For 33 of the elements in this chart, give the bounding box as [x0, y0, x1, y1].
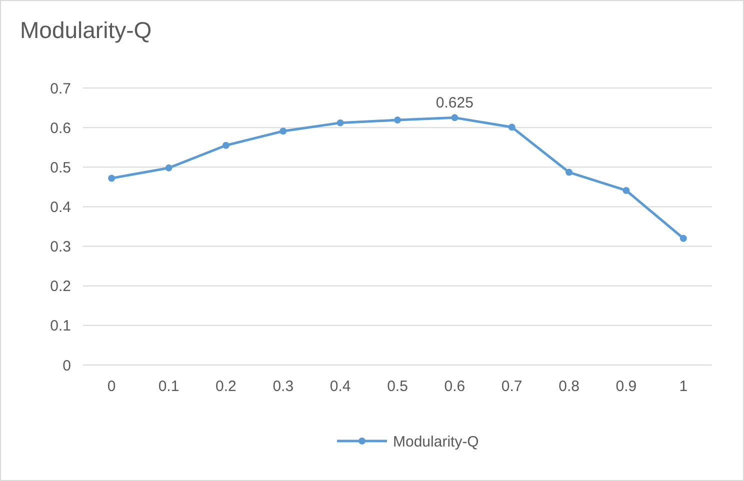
y-tick-label: 0.4: [50, 198, 71, 216]
legend-label: Modularity-Q: [393, 433, 479, 450]
point: [165, 164, 172, 172]
x-tick-label: 0.3: [272, 378, 294, 395]
point: [280, 128, 287, 135]
chart-title: Modularity-Q: [20, 17, 152, 43]
x-tick-label: 0.2: [216, 378, 236, 395]
x-tick-label: 0.6: [444, 378, 466, 395]
y-tick-label: 0.6: [50, 120, 71, 137]
y-tick-label: 0.7: [50, 80, 71, 98]
x-tick-label: 0.8: [558, 378, 580, 395]
x-tick-label: 0.9: [616, 378, 637, 395]
point: [566, 168, 573, 176]
y-tick-label: 0.3: [50, 238, 71, 256]
x-tick-label: 0.7: [501, 378, 522, 395]
y-tick-label: 0.2: [50, 278, 71, 296]
x-tick-label: 0.1: [158, 378, 180, 395]
x-tick-label: 1: [679, 378, 688, 395]
data-label: 0.625: [436, 94, 474, 112]
y-tick-label: 0: [62, 357, 71, 374]
point: [336, 119, 344, 126]
point: [508, 124, 516, 131]
point: [222, 142, 230, 149]
point: [394, 116, 401, 124]
y-tick-label: 0.5: [50, 159, 71, 176]
point: [622, 186, 630, 194]
x-tick-label: 0: [107, 378, 116, 395]
y-tick-label: 0.1: [50, 318, 71, 335]
point: [451, 114, 458, 122]
point: [680, 234, 687, 242]
x-tick-label: 0.4: [330, 378, 351, 395]
x-tick-label: 0.5: [387, 378, 408, 395]
point: [108, 174, 116, 182]
